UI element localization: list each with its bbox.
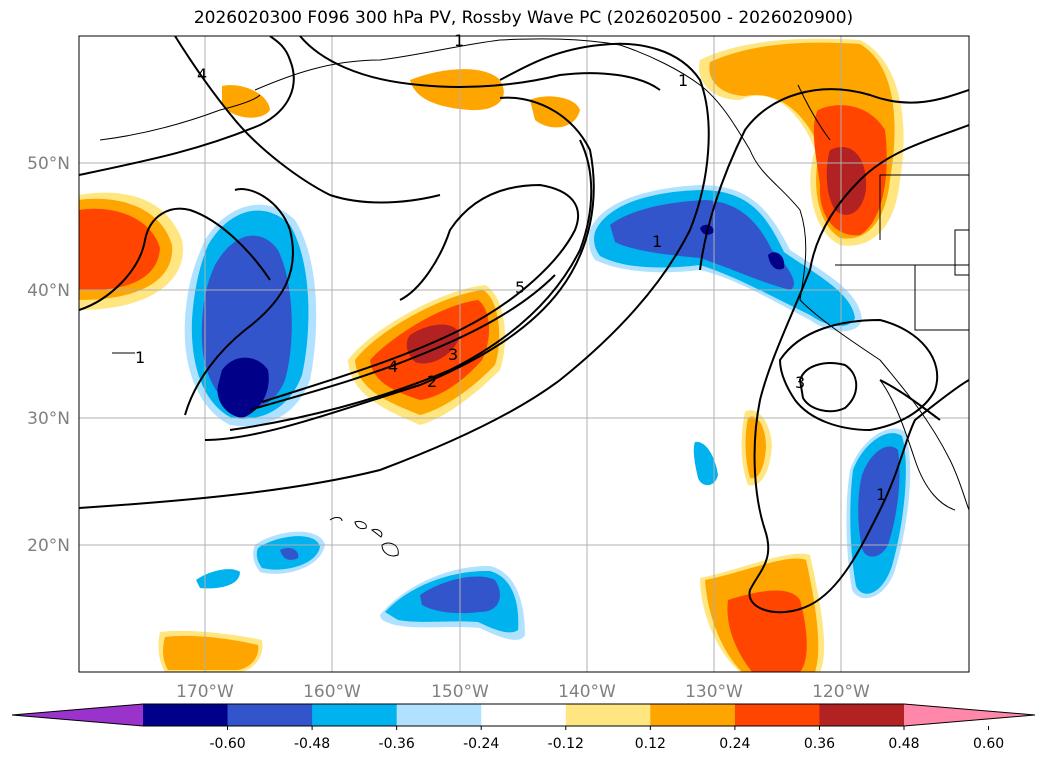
colorbar: -0.60 -0.48 -0.36 -0.24 -0.12 0.12 0.24 0.36 0.4… <box>11 703 1036 752</box>
contour-label: 1 <box>454 31 464 50</box>
lon-label: 120°W <box>812 682 870 702</box>
lat-label: 20°N <box>27 536 70 556</box>
colorbar-tick-label: -0.12 <box>548 736 584 752</box>
lon-label: 140°W <box>558 682 616 702</box>
colorbar-segment <box>565 704 651 726</box>
colorbar-tick-label: 0.36 <box>804 736 835 752</box>
colorbar-segment <box>312 704 398 726</box>
colorbar-tick-label: 0.60 <box>973 736 1004 752</box>
lon-label: 170°W <box>176 682 234 702</box>
colorbar-segment <box>734 704 820 726</box>
lon-label: 130°W <box>685 682 743 702</box>
contour-label: 1 <box>678 71 688 90</box>
hawaiian-islands <box>112 352 399 557</box>
colorbar-extend-high <box>904 704 1035 726</box>
colorbar-segment <box>650 704 736 726</box>
lat-label: 50°N <box>27 154 70 174</box>
colorbar-tick-label: -0.60 <box>209 736 245 752</box>
contour-label: 1 <box>135 348 145 367</box>
graticule <box>79 36 969 672</box>
colorbar-outline <box>11 703 1036 727</box>
colorbar-segment <box>227 704 313 726</box>
latitude-labels: 50°N 40°N 30°N 20°N <box>27 154 70 556</box>
contour-label: 3 <box>448 345 458 364</box>
colorbar-extend-low <box>12 704 143 726</box>
contour-label: 2 <box>427 372 437 391</box>
map-frame <box>78 35 970 673</box>
positive-anomaly-aleutian <box>222 85 270 118</box>
colorbar-segment <box>481 704 567 726</box>
contour-label: 1 <box>652 232 662 251</box>
colorbar-tick-label: -0.48 <box>294 736 330 752</box>
contour-label: 4 <box>197 65 207 84</box>
contour-label: 5 <box>515 278 525 297</box>
rossby-wave-contours <box>79 36 969 614</box>
lon-label: 150°W <box>431 682 489 702</box>
colorbar-tick-label: 0.48 <box>888 736 919 752</box>
lat-label: 40°N <box>27 281 70 301</box>
colorbar-tick-label: -0.36 <box>379 736 415 752</box>
colorbar-tick-label: -0.24 <box>463 736 499 752</box>
contour-label: 4 <box>388 357 398 376</box>
colorbar-segment <box>396 704 482 726</box>
coastlines <box>99 38 969 511</box>
colorbar-tick-label: 0.24 <box>719 736 750 752</box>
lat-label: 30°N <box>27 409 70 429</box>
map-title: 2026020300 F096 300 hPa PV, Rossby Wave … <box>193 8 854 28</box>
colorbar-segment <box>143 704 229 726</box>
contour-label: 1 <box>876 485 886 504</box>
shaded-anomalies <box>79 38 911 672</box>
contour-label: 3 <box>795 373 805 392</box>
longitude-labels: 170°W 160°W 150°W 140°W 130°W 120°W <box>176 682 870 702</box>
lon-label: 160°W <box>303 682 361 702</box>
colorbar-segment <box>819 704 905 726</box>
contour-labels: 5 4 3 2 1 1 1 3 1 4 1 <box>135 31 886 504</box>
colorbar-tick-label: 0.12 <box>635 736 666 752</box>
